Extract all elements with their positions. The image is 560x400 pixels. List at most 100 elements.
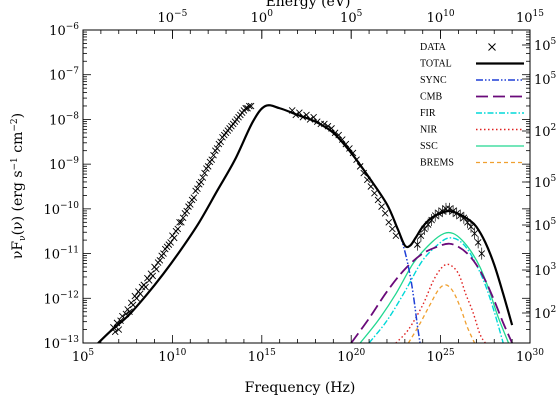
axis-tick-labels: 105 1010 1015 1020 1025 1030 10−5 100 105 1010 101… [43, 9, 556, 365]
right-tick-label: 105 [534, 217, 557, 234]
y-tick-label: 10−6 [49, 22, 79, 39]
data-point [292, 111, 300, 119]
legend-item-nir: NIR [420, 125, 524, 136]
data-point [374, 196, 382, 204]
legend-label: FIR [420, 108, 436, 119]
data-point [428, 214, 435, 227]
top-axis-label: Energy (eV) [266, 0, 351, 10]
legend-label: SSC [420, 141, 438, 152]
data-point [349, 149, 357, 157]
data-point [381, 210, 389, 217]
data-point [424, 218, 432, 231]
data-point [296, 109, 303, 117]
data-point [174, 225, 182, 233]
data-point [247, 102, 255, 110]
legend-item-cmb: CMB [420, 92, 524, 103]
series-brems-line [407, 284, 476, 343]
data-point [346, 145, 353, 152]
data-point [110, 324, 117, 331]
data-point [111, 328, 119, 336]
legend: DATA TOTAL SYNC CMB FIR NIR SSC BREMS [420, 42, 524, 169]
right-tick-label: 105 [534, 174, 557, 191]
data-point [324, 122, 332, 130]
data-point [389, 225, 396, 233]
y-tick-label: 10−10 [43, 201, 79, 218]
data-point [117, 317, 124, 324]
data-point [299, 113, 307, 121]
data-point [208, 156, 216, 163]
data-point [199, 174, 207, 181]
data-point [456, 209, 464, 222]
data-point [152, 265, 160, 273]
data-point [201, 169, 208, 177]
legend-label: NIR [420, 125, 438, 136]
data-point [170, 234, 178, 242]
data-point [122, 310, 130, 318]
legend-item-sync: SYNC [420, 75, 524, 86]
right-tick-label: 102 [534, 305, 556, 322]
data-point [288, 107, 296, 114]
series-nir-line [395, 263, 486, 343]
series-fir-line [368, 237, 504, 343]
legend-item-total: TOTAL [420, 59, 524, 70]
y-tick-label: 10−8 [49, 111, 79, 128]
data-point [385, 218, 393, 226]
data-point [119, 312, 126, 320]
plot-frame [82, 29, 531, 344]
data-point [129, 301, 137, 309]
data-point [431, 209, 439, 222]
legend-item-brems: BREMS [420, 158, 524, 169]
series-sync-line [97, 104, 421, 343]
data-point [217, 138, 224, 146]
y-tick-label: 10−11 [43, 246, 79, 263]
data-point [421, 222, 428, 235]
y-tick-label: 10−12 [43, 290, 79, 307]
legend-item-data: DATA [420, 42, 496, 53]
data-point [378, 203, 385, 210]
data-point [471, 227, 478, 240]
data-point [167, 239, 174, 246]
x-tick-label: 1010 [158, 348, 186, 365]
y-tick-label: 10−7 [49, 67, 79, 84]
legend-label: CMB [420, 92, 443, 103]
top-tick-label: 105 [340, 9, 363, 26]
data-point [353, 156, 360, 163]
data-point [439, 205, 446, 218]
data-point [136, 290, 144, 298]
legend-label: DATA [420, 42, 447, 53]
data-point [306, 116, 314, 123]
top-tick-label: 10−5 [157, 9, 187, 26]
x-axis-label: Frequency (Hz) [245, 380, 356, 396]
right-tick-label: 105 [534, 37, 557, 54]
top-tick-label: 100 [251, 9, 274, 26]
y-tick-label: 10−13 [43, 335, 79, 352]
data-point [392, 232, 400, 240]
legend-label: BREMS [420, 158, 454, 169]
data-point [190, 194, 198, 201]
data-point [194, 185, 201, 193]
data-point [328, 125, 335, 132]
data-point [183, 207, 191, 215]
x-tick-label: 1020 [337, 348, 365, 365]
data-point [371, 189, 378, 197]
top-tick-label: 1015 [516, 9, 544, 26]
data-point [213, 145, 221, 152]
x-tick-label: 1025 [427, 348, 455, 365]
data-point [342, 140, 350, 148]
data-point [460, 211, 468, 224]
x-tick-label: 105 [72, 348, 95, 365]
data-point [178, 218, 185, 226]
data-point [156, 256, 164, 264]
legend-label: TOTAL [420, 59, 452, 70]
data-point [115, 326, 123, 333]
right-tick-label: 102 [534, 123, 556, 140]
data-point [186, 201, 194, 208]
legend-label: SYNC [420, 75, 447, 86]
series-cmb-line [350, 242, 513, 343]
x-tick-label: 1030 [516, 348, 544, 365]
data-point [142, 283, 149, 291]
data-point [478, 247, 486, 260]
data-point [453, 207, 461, 220]
model-curves [96, 104, 514, 343]
data-point [464, 216, 471, 229]
